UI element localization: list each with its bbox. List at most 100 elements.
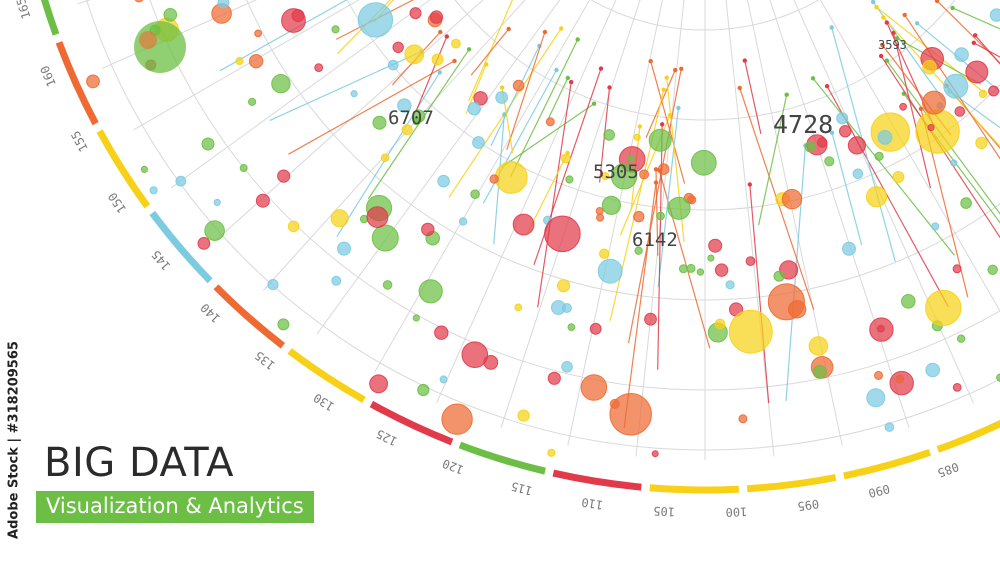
scale-label: 145: [149, 247, 174, 273]
data-bubble: [667, 196, 691, 220]
connector-line: [946, 85, 1000, 149]
data-bubble: [387, 59, 399, 71]
data-bubble: [382, 280, 393, 290]
data-bubble: [134, 0, 144, 3]
connector-end: [894, 36, 899, 41]
data-bubble: [547, 371, 561, 385]
data-bubble: [567, 323, 576, 332]
data-bubble: [392, 41, 404, 53]
data-bubble: [842, 241, 856, 256]
ring-segment: [936, 419, 1000, 453]
ring-segment: [40, 0, 60, 36]
data-bubble: [901, 294, 916, 309]
grid-spoke: [500, 0, 641, 428]
connector-end: [747, 182, 752, 187]
connector-line: [537, 82, 572, 308]
data-bubble: [139, 31, 157, 49]
grid-spoke: [725, 0, 775, 457]
ring-segment: [843, 448, 932, 480]
scale-label: 125: [374, 426, 400, 448]
connector-end: [661, 87, 666, 92]
data-bubble: [874, 370, 883, 380]
connector-end: [676, 105, 681, 111]
data-bubble: [369, 374, 389, 394]
grid-spoke: [769, 0, 910, 428]
data-bubble: [458, 217, 468, 226]
data-bubble: [725, 280, 735, 290]
connector-end: [810, 76, 816, 81]
connector-end: [607, 85, 612, 90]
data-bubble: [337, 241, 351, 256]
data-bubble: [899, 102, 907, 111]
connector-end: [664, 75, 669, 80]
connector-end: [881, 15, 886, 20]
connector-end: [880, 42, 885, 48]
data-bubble: [870, 112, 910, 152]
connector-line: [904, 14, 1000, 160]
data-bubble: [596, 213, 605, 222]
data-bubble: [696, 268, 705, 276]
data-bubble: [960, 197, 972, 209]
data-bubble: [314, 63, 324, 72]
connector-end: [870, 0, 876, 5]
scale-label: 165: [14, 0, 34, 21]
connector-end: [437, 70, 442, 75]
connector-line: [623, 182, 657, 429]
data-bubble: [633, 133, 641, 141]
connector-lines: [219, 0, 1000, 429]
data-bubble: [922, 90, 946, 115]
connector-end: [637, 124, 642, 129]
data-bubble: [773, 270, 785, 282]
data-bubble: [434, 325, 449, 340]
ring-segment: [369, 400, 454, 446]
data-bubble: [687, 195, 697, 205]
data-bubble: [417, 383, 430, 397]
data-bubble: [331, 25, 340, 34]
connector-end: [444, 34, 449, 39]
connector-line: [547, 77, 569, 120]
data-bubble: [927, 124, 935, 132]
data-bubble: [557, 279, 571, 293]
connector-line: [506, 31, 546, 150]
grid-spoke: [133, 0, 360, 131]
grid-spoke: [436, 0, 617, 404]
data-bubble: [839, 125, 852, 138]
data-bubble: [954, 106, 966, 117]
data-bubble: [461, 341, 489, 369]
connector-end: [884, 58, 889, 63]
data-bubble: [609, 398, 620, 409]
data-bubble: [495, 91, 509, 104]
data-bubble: [877, 324, 885, 333]
data-bubble: [489, 174, 499, 184]
data-bubble: [404, 44, 425, 65]
data-bubble: [418, 279, 443, 304]
data-bubble: [943, 73, 969, 99]
data-bubble: [931, 222, 940, 231]
data-bubble: [601, 172, 610, 181]
connector-end: [884, 20, 889, 25]
connector-end: [499, 85, 505, 90]
data-bubble: [235, 56, 244, 66]
scale-labels: 165 160 155 150 145 140 135 130 125 120 115 110 105 1…: [14, 0, 961, 519]
connector-end: [737, 85, 742, 91]
connector-end: [598, 66, 604, 71]
connector-end: [569, 79, 574, 85]
connector-line: [949, 90, 1000, 129]
data-bubble: [644, 312, 657, 326]
data-bubble: [277, 169, 291, 183]
data-bubble: [366, 206, 389, 229]
data-bubble: [412, 314, 420, 322]
data-bubble: [517, 409, 530, 422]
ring-segment: [213, 284, 286, 349]
data-bubble: [978, 89, 988, 99]
ring-segment: [746, 474, 837, 493]
data-bubble: [472, 136, 485, 149]
data-bubble: [547, 448, 556, 457]
data-bubble: [331, 275, 342, 286]
data-bubble: [651, 450, 659, 458]
data-bubble: [728, 309, 773, 354]
data-bubble: [512, 213, 535, 236]
data-bubble: [350, 90, 358, 98]
data-bubble: [86, 74, 100, 89]
data-bubble: [494, 161, 528, 194]
